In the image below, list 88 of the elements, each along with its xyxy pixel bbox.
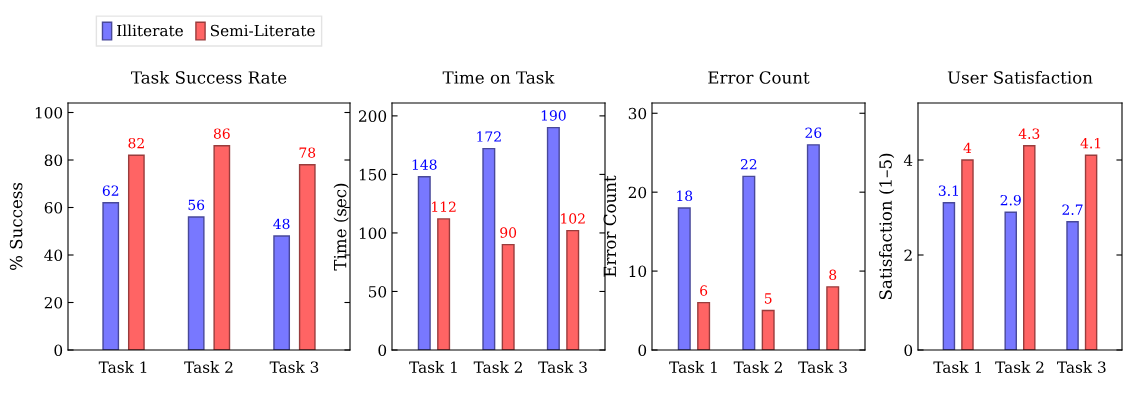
data-label: 172: [477, 131, 501, 142]
data-label: 48: [273, 218, 290, 230]
bar: [437, 218, 451, 350]
chart-title: Task Success Rate: [131, 70, 287, 84]
data-label: 148: [412, 159, 437, 170]
legend-label: Semi-Literate: [210, 24, 315, 37]
bar: [826, 286, 840, 350]
bar: [298, 164, 316, 350]
bar: [417, 176, 431, 350]
bar: [742, 175, 756, 350]
y-axis-title: % Success: [9, 182, 23, 271]
y-tick-label: 40: [44, 249, 63, 262]
bar: [546, 126, 560, 350]
y-tick-label: 100: [35, 106, 63, 119]
y-tick-label: 30: [628, 107, 647, 120]
data-label: 90: [500, 227, 517, 238]
data-label: 102: [561, 213, 585, 224]
data-label: 18: [677, 190, 693, 202]
y-tick-label: 150: [359, 168, 387, 181]
x-tick-label: Task 3: [1057, 361, 1106, 373]
data-label: 4.1: [1080, 137, 1101, 149]
y-tick-label: 2: [904, 249, 912, 261]
x-tick-label: Task 1: [669, 361, 717, 373]
y-axis-title: Error Count: [603, 175, 617, 277]
data-label: 86: [213, 128, 230, 139]
bar: [1023, 145, 1036, 350]
chart-title: User Satisfaction: [947, 70, 1093, 84]
bar: [127, 154, 145, 350]
bar: [697, 301, 711, 350]
bar: [501, 243, 515, 350]
data-label: 78: [299, 147, 316, 158]
y-axis-title: Time (sec): [333, 183, 349, 271]
bar: [1066, 221, 1079, 350]
y-tick-label: 80: [44, 154, 63, 167]
bar: [1084, 154, 1098, 350]
x-tick-label: Task 2: [473, 361, 522, 373]
data-label: 4: [963, 142, 972, 153]
data-label: 6: [700, 285, 708, 296]
y-tick-label: 20: [44, 296, 63, 309]
bar: [566, 229, 580, 350]
data-label: 2.7: [1062, 204, 1083, 215]
bar: [961, 159, 974, 350]
x-tick-label: Task 2: [184, 361, 233, 373]
data-label: 56: [188, 199, 205, 211]
data-label: 62: [102, 185, 119, 196]
x-tick-label: Task 1: [933, 361, 981, 373]
x-tick-label: Task 1: [98, 361, 147, 373]
y-tick-label: 0: [638, 344, 647, 357]
data-label: 2.9: [1000, 194, 1021, 206]
data-label: 3.1: [938, 185, 958, 196]
chart-title: Error Count: [708, 71, 810, 84]
bar: [1004, 211, 1017, 350]
x-tick-label: Task 1: [409, 361, 457, 373]
bar: [942, 202, 956, 350]
data-label: 26: [805, 127, 822, 138]
y-tick-label: 4: [903, 154, 913, 166]
y-tick-label: 200: [359, 110, 387, 122]
x-tick-label: Task 3: [798, 361, 847, 373]
data-label: 190: [541, 110, 566, 121]
y-tick-label: 100: [359, 227, 387, 239]
data-label: 22: [740, 159, 757, 170]
y-tick-label: 0: [54, 344, 63, 357]
data-label: 4.3: [1018, 128, 1040, 139]
bar: [761, 309, 775, 350]
bar: [677, 207, 691, 350]
x-tick-label: Task 3: [269, 361, 319, 373]
bar: [213, 145, 231, 350]
x-tick-label: Task 2: [733, 361, 782, 373]
bar: [273, 235, 291, 350]
y-tick-label: 20: [628, 186, 647, 199]
bar: [187, 216, 205, 350]
y-tick-label: 60: [44, 201, 63, 214]
data-label: 82: [128, 137, 144, 149]
y-tick-label: 0: [904, 344, 913, 357]
data-label: 112: [432, 201, 456, 212]
y-tick-label: 10: [629, 265, 647, 278]
y-tick-label: 0: [378, 344, 387, 357]
bar: [102, 202, 120, 350]
bar: [806, 144, 820, 350]
data-label: 5: [764, 293, 772, 304]
data-label: 8: [829, 269, 837, 281]
y-axis-title: Satisfaction (1–5): [878, 153, 895, 300]
x-tick-label: Task 3: [538, 361, 587, 373]
chart-title: Time on Task: [442, 70, 555, 84]
y-tick-label: 50: [369, 285, 387, 298]
bar: [482, 147, 496, 350]
x-tick-label: Task 2: [995, 361, 1044, 373]
legend-label: Illiterate: [117, 24, 183, 37]
